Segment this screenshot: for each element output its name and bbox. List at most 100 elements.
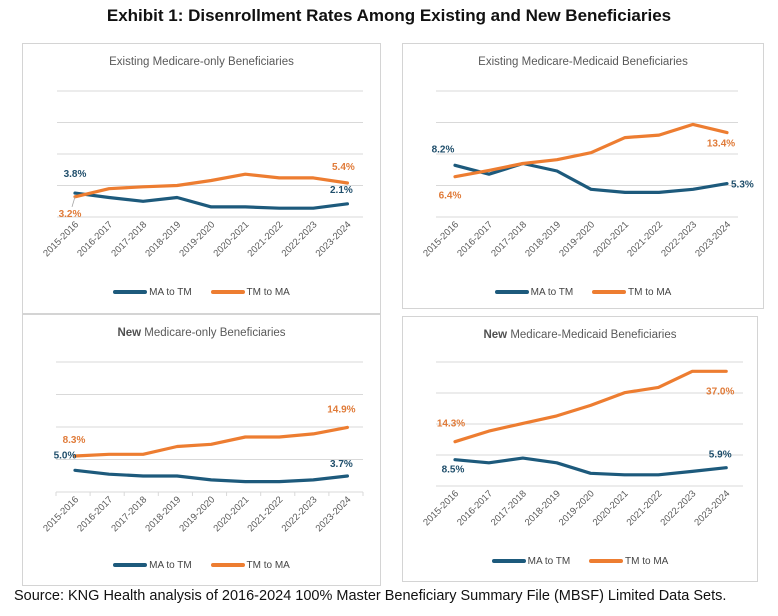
data-label: 8.5%: [442, 465, 465, 476]
data-label: 37.0%: [706, 386, 734, 397]
chart-panel-new-medicare-medicaid: New Medicare-Medicaid Beneficiaries 2015…: [402, 316, 758, 582]
legend-label: TM to MA: [246, 287, 290, 298]
chart-plot: 2015-20162016-20172017-20182018-20192019…: [421, 90, 754, 259]
legend-ma-to-tm: MA to TM: [113, 287, 192, 298]
x-tick-label: 2015-2016: [41, 219, 81, 259]
x-tick-label: 2019-2020: [177, 219, 217, 259]
data-label: 13.4%: [707, 139, 735, 150]
chart-title-text: Existing Medicare-Medicaid Beneficiaries: [478, 56, 688, 68]
data-label: 3.8%: [64, 169, 87, 180]
exhibit-title: Exhibit 1: Disenrollment Rates Among Exi…: [106, 6, 672, 25]
x-tick-label: 2023-2024: [693, 219, 733, 259]
x-tick-label: 2021-2022: [625, 219, 665, 259]
x-tick-label: 2022-2023: [659, 219, 699, 259]
chart-legend: MA to TM TM to MA: [23, 560, 380, 571]
chart-title-text: Medicare-only Beneficiaries: [141, 327, 286, 339]
x-tick-label: 2020-2021: [591, 219, 631, 259]
x-tick-label: 2019-2020: [557, 219, 597, 259]
x-tick-label: 2018-2019: [523, 488, 563, 528]
x-tick-label: 2016-2017: [75, 219, 115, 259]
data-label: 3.2%: [59, 209, 82, 220]
data-label: 5.3%: [731, 180, 754, 191]
legend-ma-to-tm: MA to TM: [113, 560, 192, 571]
legend-swatch-ma-to-tm: [113, 290, 148, 295]
legend-label: TM to MA: [628, 287, 672, 298]
series-line-tm-to-ma: [73, 425, 349, 458]
data-label: 3.7%: [330, 459, 353, 470]
chart-legend: MA to TM TM to MA: [23, 287, 380, 298]
legend-swatch-ma-to-tm: [113, 563, 148, 568]
legend-swatch-tm-to-ma: [589, 559, 624, 564]
x-tick-label: 2019-2020: [177, 494, 217, 534]
x-tick-label: 2022-2023: [659, 488, 699, 528]
legend-tm-to-ma: TM to MA: [210, 560, 290, 571]
data-label: 8.3%: [63, 435, 86, 446]
source-note: Source: KNG Health analysis of 2016-2024…: [14, 588, 727, 604]
x-tick-label: 2022-2023: [280, 219, 320, 259]
data-label: 14.9%: [327, 404, 355, 415]
chart-title: Existing Medicare-Medicaid Beneficiaries: [403, 56, 763, 68]
x-tick-label: 2021-2022: [246, 494, 286, 534]
data-label: 6.4%: [439, 191, 462, 202]
chart-plot: 2015-20162016-20172017-20182018-20192019…: [41, 361, 364, 534]
legend-label: MA to TM: [149, 287, 192, 298]
chart-panel-existing-medicare-medicaid: Existing Medicare-Medicaid Beneficiaries…: [402, 43, 764, 309]
legend-label: MA to TM: [530, 287, 574, 298]
chart-legend: MA to TM TM to MA: [403, 556, 757, 567]
data-label: 5.4%: [332, 162, 355, 173]
series-line-ma-to-tm: [73, 191, 349, 210]
data-label: 14.3%: [437, 419, 465, 430]
legend-tm-to-ma: TM to MA: [210, 287, 290, 298]
legend-tm-to-ma: TM to MA: [592, 287, 671, 298]
series-line-ma-to-tm: [73, 468, 349, 484]
series-line-tm-to-ma: [73, 172, 349, 199]
chart-title-bold: New: [117, 327, 142, 339]
legend-swatch-tm-to-ma: [592, 290, 627, 295]
x-tick-label: 2021-2022: [625, 488, 665, 528]
x-tick-label: 2020-2021: [591, 488, 631, 528]
chart-title-text: Existing Medicare-only Beneficiaries: [109, 56, 294, 68]
data-label: 5.9%: [709, 450, 732, 461]
chart-title: New Medicare-Medicaid Beneficiaries: [403, 329, 757, 341]
data-label: 2.1%: [330, 185, 353, 196]
legend-swatch-tm-to-ma: [210, 563, 245, 568]
x-tick-label: 2022-2023: [280, 494, 320, 534]
chart-title-bold: New: [483, 329, 508, 341]
x-tick-label: 2020-2021: [211, 219, 251, 259]
x-tick-label: 2017-2018: [489, 488, 529, 528]
chart-panel-new-medicare-only: New Medicare-only Beneficiaries 2015-201…: [22, 314, 381, 586]
series-line-ma-to-tm: [453, 456, 728, 477]
legend-ma-to-tm: MA to TM: [491, 556, 570, 567]
x-tick-label: 2023-2024: [314, 494, 354, 534]
data-label: 8.2%: [432, 144, 455, 155]
legend-swatch-tm-to-ma: [210, 290, 245, 295]
chart-plot: 2015-20162016-20172017-20182018-20192019…: [41, 90, 363, 259]
chart-plot: 2015-20162016-20172017-20182018-20192019…: [421, 361, 743, 528]
x-tick-label: 2017-2018: [109, 219, 149, 259]
legend-label: TM to MA: [246, 560, 290, 571]
legend-label: TM to MA: [625, 556, 669, 567]
x-tick-label: 2019-2020: [557, 488, 597, 528]
data-label: 5.0%: [54, 450, 77, 461]
legend-label: MA to TM: [149, 560, 192, 571]
x-tick-label: 2016-2017: [75, 494, 115, 534]
chart-title-text: Medicare-Medicaid Beneficiaries: [507, 329, 677, 341]
chart-title: Existing Medicare-only Beneficiaries: [23, 56, 380, 68]
x-tick-label: 2023-2024: [314, 219, 354, 259]
x-tick-label: 2021-2022: [246, 219, 286, 259]
legend-tm-to-ma: TM to MA: [589, 556, 668, 567]
legend-ma-to-tm: MA to TM: [494, 287, 574, 298]
x-tick-label: 2017-2018: [489, 219, 529, 259]
label-leader-line: [71, 196, 76, 207]
x-tick-label: 2023-2024: [692, 488, 732, 528]
x-tick-label: 2020-2021: [211, 494, 251, 534]
x-tick-label: 2016-2017: [455, 219, 495, 259]
x-tick-label: 2015-2016: [421, 488, 461, 528]
x-tick-label: 2017-2018: [109, 494, 149, 534]
legend-swatch-ma-to-tm: [494, 290, 529, 295]
series-line-ma-to-tm: [453, 161, 729, 194]
series-line-tm-to-ma: [453, 369, 728, 444]
series-line-tm-to-ma: [453, 122, 729, 179]
x-tick-label: 2015-2016: [421, 219, 461, 259]
x-tick-label: 2015-2016: [41, 494, 81, 534]
